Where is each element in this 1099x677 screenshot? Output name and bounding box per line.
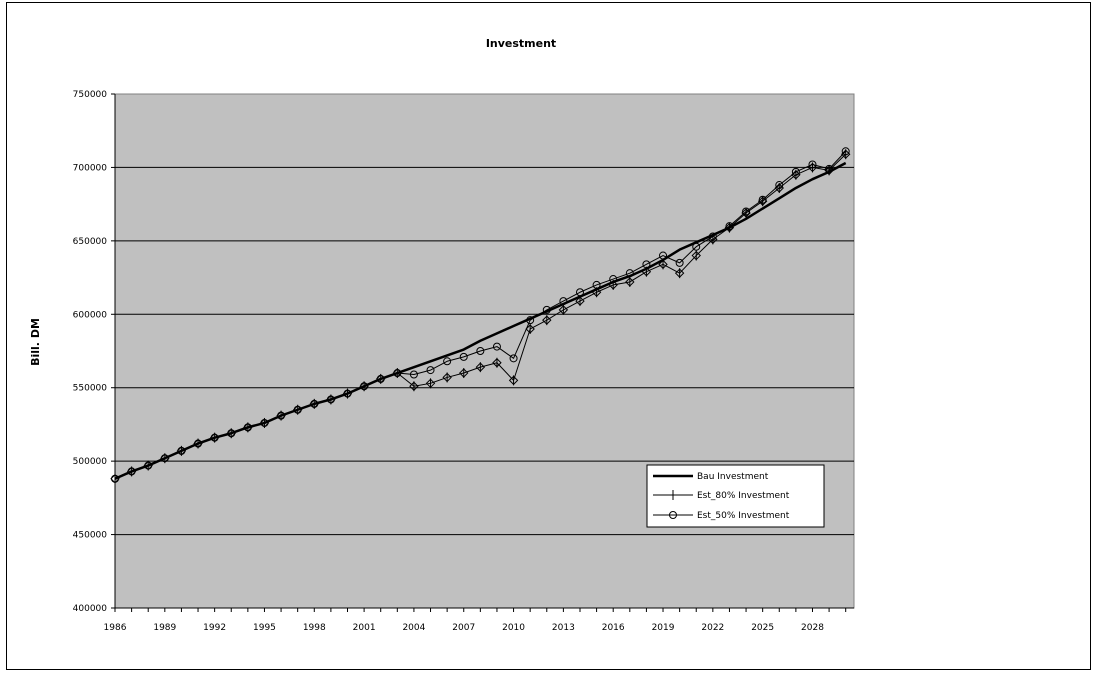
data-point-circle xyxy=(675,258,684,267)
legend-marker-est50 xyxy=(669,511,677,519)
x-tick-label: 2025 xyxy=(751,623,774,633)
data-point-circle xyxy=(476,347,485,355)
x-tick-label: 2004 xyxy=(402,623,425,633)
data-point-circle xyxy=(841,147,850,156)
chart-frame: Investment Bill. DM 400000 450000 500000 55… xyxy=(6,2,1091,670)
y-axis-label: Bill. DM xyxy=(29,318,42,366)
x-tick-label: 2007 xyxy=(452,623,475,633)
data-point-circle xyxy=(775,181,784,190)
data-point-circle xyxy=(492,342,501,351)
y-tick-label: 450000 xyxy=(73,531,108,541)
legend-label-bau: Bau Investment xyxy=(697,472,769,482)
x-tick-label: 2022 xyxy=(701,623,724,633)
y-tick-label: 500000 xyxy=(73,457,108,467)
series-layer xyxy=(110,147,851,484)
data-point-circle xyxy=(808,160,817,169)
x-tick-label: 2016 xyxy=(602,623,625,633)
legend: Bau Investment Est_80% Investment Est_50… xyxy=(646,464,825,528)
axes xyxy=(111,93,854,612)
series-line xyxy=(114,161,847,480)
tick-labels: 400000 450000 500000 550000 600000 650000 7000… xyxy=(73,90,825,633)
investment-line-chart: Investment Bill. DM 400000 450000 500000 55… xyxy=(29,37,855,633)
data-point-circle xyxy=(160,454,169,463)
x-tick-label: 1989 xyxy=(153,623,176,633)
x-tick-label: 2013 xyxy=(552,623,575,633)
x-tick-label: 1986 xyxy=(104,623,127,633)
y-tick-label: 650000 xyxy=(73,237,108,247)
data-point-circle xyxy=(459,352,468,361)
series-bau-investment xyxy=(114,161,847,480)
data-point-circle xyxy=(177,446,186,455)
gridlines xyxy=(115,166,854,536)
x-tick-label: 1998 xyxy=(303,623,326,633)
data-point-circle xyxy=(791,167,800,176)
x-tick-label: 2001 xyxy=(353,623,376,633)
data-point-circle xyxy=(742,207,751,216)
legend-label-est50: Est_50% Investment xyxy=(697,511,790,521)
legend-label-est80: Est_80% Investment xyxy=(697,491,790,501)
y-tick-label: 750000 xyxy=(73,90,108,100)
data-point-circle xyxy=(443,357,452,366)
x-tick-label: 2019 xyxy=(652,623,675,633)
data-point-circle xyxy=(360,382,369,391)
chart-title: Investment xyxy=(486,37,556,50)
x-tick-label: 2028 xyxy=(801,623,824,633)
plot-area xyxy=(114,93,855,609)
data-point-circle xyxy=(426,366,435,375)
y-tick-label: 600000 xyxy=(73,310,108,320)
x-tick-label: 1995 xyxy=(253,623,276,633)
x-tick-label: 1992 xyxy=(203,623,226,633)
data-point-circle xyxy=(409,370,418,379)
data-point-circle xyxy=(509,354,518,363)
y-tick-label: 550000 xyxy=(73,384,108,394)
y-tick-label: 400000 xyxy=(73,604,108,614)
x-tick-label: 2010 xyxy=(502,623,525,633)
data-point-circle xyxy=(111,474,119,483)
y-tick-label: 700000 xyxy=(73,163,108,173)
data-point-circle xyxy=(758,195,767,204)
